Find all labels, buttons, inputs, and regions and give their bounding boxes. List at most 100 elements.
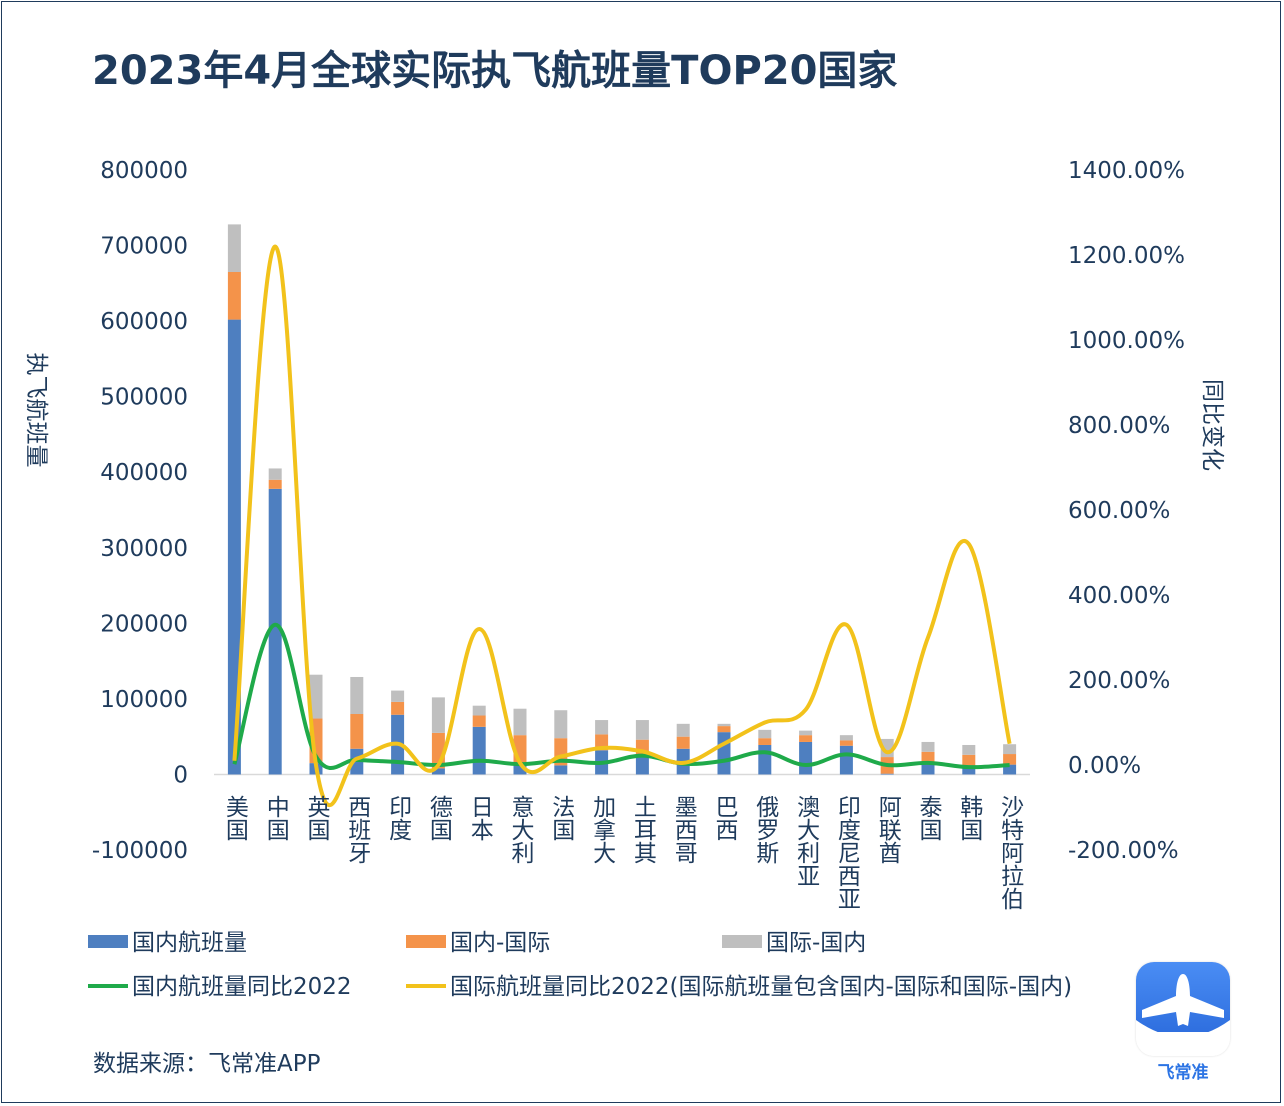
bar-segment: [391, 701, 405, 715]
y2-tick-label: 400.00%: [1068, 583, 1170, 609]
bar-segment: [799, 730, 813, 736]
x-tick-label: 日本: [466, 795, 494, 841]
data-source: 数据来源：飞常准APP: [93, 1051, 321, 1077]
bar-segment: [472, 726, 486, 775]
x-tick-label: 印度尼西亚: [833, 795, 861, 910]
bar-segment: [595, 720, 609, 735]
bar-segment: [799, 741, 813, 775]
bar-segment: [268, 479, 282, 489]
legend-swatch: [722, 935, 762, 948]
bar-segment: [391, 690, 405, 702]
y2-tick-label: 1200.00%: [1068, 243, 1185, 269]
bar-segment: [717, 726, 731, 733]
y-tick-label: 400000: [100, 460, 188, 486]
bar-segment: [268, 488, 282, 775]
x-tick-label: 德国: [425, 795, 453, 841]
y-tick-label: 800000: [100, 158, 188, 184]
legend-label: 国内航班量同比2022: [132, 974, 352, 1000]
bar-segment: [962, 766, 976, 775]
bar-segment: [513, 708, 527, 736]
bar-segment: [635, 754, 649, 775]
y-tick-label: -100000: [92, 838, 188, 864]
x-tick-label: 美国: [221, 795, 249, 841]
legend-swatch: [406, 935, 446, 948]
legend-label: 国际-国内: [766, 930, 866, 956]
y-tick-label: 300000: [100, 536, 188, 562]
bar-segment: [839, 735, 853, 741]
y2-tick-label: 800.00%: [1068, 413, 1170, 439]
chart-title: 2023年4月全球实际执飞航班量TOP20国家: [92, 48, 898, 94]
y2-tick-label: 0.00%: [1068, 753, 1141, 779]
y2-tick-label: 1000.00%: [1068, 328, 1185, 354]
x-tick-label: 意大利: [507, 795, 535, 864]
bar-segment: [431, 768, 445, 775]
y-axis-title: 执飞航班量: [23, 353, 49, 468]
legend-label: 国内航班量: [132, 930, 247, 956]
app-logo: [1136, 962, 1230, 1056]
x-tick-label: 西班牙: [344, 795, 372, 864]
y2-axis-title: 同比变化: [1199, 379, 1225, 471]
bar-segment: [350, 714, 364, 749]
legend-swatch: [88, 935, 128, 948]
y2-tick-label: 1400.00%: [1068, 158, 1185, 184]
bar-segment: [472, 715, 486, 727]
x-tick-label: 俄罗斯: [752, 795, 780, 864]
bar-segment: [513, 765, 527, 775]
y-tick-label: 500000: [100, 385, 188, 411]
bar-segment: [758, 729, 772, 739]
x-tick-label: 澳大利亚: [793, 795, 821, 887]
bar-segment: [635, 720, 649, 740]
x-tick-label: 巴西: [711, 795, 738, 841]
bar-segment: [921, 751, 935, 762]
bar-segment: [839, 740, 853, 746]
x-tick-label: 沙特阿拉伯: [997, 795, 1025, 910]
bar-segment: [758, 738, 772, 745]
series-line-domestic-yoy: [232, 622, 1010, 770]
bar-segment: [1003, 754, 1017, 765]
x-tick-label: 印度: [385, 795, 413, 841]
bar-segment: [880, 773, 894, 775]
bar-segment: [921, 741, 935, 752]
bar-segment: [962, 744, 976, 755]
bar-segment: [554, 710, 568, 739]
bar-segment: [309, 674, 323, 719]
x-tick-label: 墨西哥: [670, 795, 697, 864]
bar-segment: [717, 723, 731, 727]
bar-segment: [1003, 764, 1017, 775]
bar-segment: [227, 224, 241, 272]
x-tick-label: 韩国: [956, 795, 984, 841]
bar-segment: [1003, 744, 1017, 755]
x-tick-label: 中国: [262, 795, 289, 841]
series-line-intl-yoy: [232, 244, 1012, 808]
bar-segment: [554, 765, 568, 775]
bar-segment: [431, 697, 445, 733]
bar-segment: [962, 754, 976, 767]
bar-segment: [717, 732, 731, 775]
bar-segment: [227, 319, 241, 775]
x-tick-label: 英国: [303, 795, 331, 841]
y-tick-label: 100000: [100, 687, 188, 713]
y-tick-label: 700000: [100, 234, 188, 260]
y2-tick-label: 600.00%: [1068, 498, 1170, 524]
bar-segment: [839, 745, 853, 775]
x-tick-label: 阿联酋: [874, 795, 902, 864]
legend-label: 国内-国际: [450, 930, 550, 956]
bar-segment: [268, 468, 282, 480]
bar-segment: [676, 736, 690, 749]
bar-segment: [472, 705, 486, 716]
y-tick-label: 0: [173, 762, 188, 788]
bar-segment: [350, 676, 364, 714]
airplane-logo-icon: [1136, 962, 1230, 1056]
legend-label: 国际航班量同比2022(国际航班量包含国内-国际和国际-国内): [450, 974, 1072, 1000]
y-tick-label: 600000: [100, 309, 188, 335]
y2-tick-label: -200.00%: [1068, 838, 1179, 864]
bar-segment: [758, 744, 772, 775]
y2-tick-label: 200.00%: [1068, 668, 1170, 694]
x-tick-label: 土耳其: [629, 795, 656, 864]
bar-segment: [227, 272, 241, 320]
bar-segment: [676, 723, 690, 737]
bar-segment: [799, 735, 813, 742]
x-tick-label: 泰国: [915, 795, 943, 841]
